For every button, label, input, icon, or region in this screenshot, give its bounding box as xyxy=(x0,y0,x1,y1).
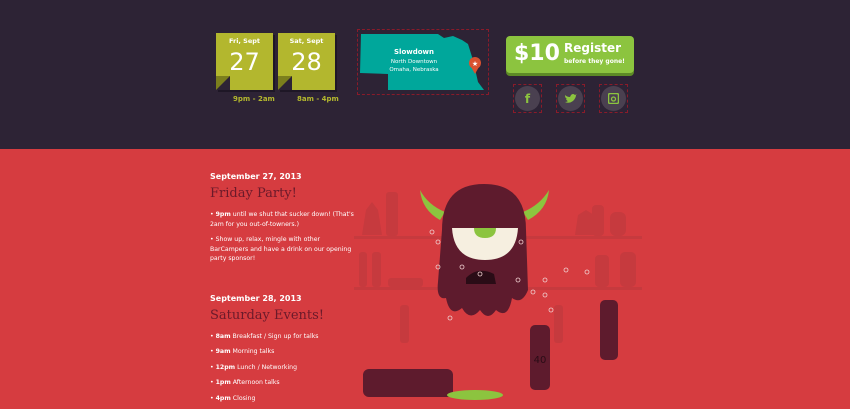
item-time: 8am xyxy=(215,332,231,340)
page-fold xyxy=(278,76,292,90)
monster-mouth xyxy=(466,270,496,284)
list-item: • 9am Morning talks xyxy=(210,348,275,355)
date-card-saturday: Sat, Sept 28 xyxy=(278,33,335,90)
list-item: • 1pm Afternoon talks xyxy=(210,379,280,386)
price: $10 xyxy=(514,41,560,66)
register-sub: before they gone! xyxy=(564,58,625,65)
item-text: Afternoon talks xyxy=(230,379,280,386)
item-time: 1pm xyxy=(215,379,231,386)
bubbles xyxy=(429,229,590,321)
header-band: Fri, Sept 27 Sat, Sept 28 9pm - 2am 8am … xyxy=(0,0,850,149)
schedule-day-1: September 27, 2013 Friday Party! • 9pm u… xyxy=(210,172,360,264)
schedule-date: September 27, 2013 xyxy=(210,172,302,181)
facebook-icon: f xyxy=(515,86,540,111)
item-text: Morning talks xyxy=(230,348,275,355)
schedule: September 27, 2013 Friday Party! • 9pm u… xyxy=(210,172,360,409)
venue-map[interactable]: ★ Slowdown North Downtown Omaha, Nebrask… xyxy=(357,29,489,95)
monster-eye xyxy=(452,228,518,260)
item-text: Closing xyxy=(230,394,256,402)
list-item: • 9pm until we shut that sucker down! (T… xyxy=(210,211,354,228)
item-text: Breakfast / Sign up for talks xyxy=(230,332,319,340)
item-time: 9am xyxy=(215,348,231,355)
item-time: 9pm xyxy=(215,211,231,218)
venue-name: Slowdown xyxy=(394,48,434,56)
bottle xyxy=(600,300,618,360)
date-day: Sat, Sept xyxy=(289,37,324,45)
monster-illustration: 40 xyxy=(354,184,642,400)
schedule-title: Saturday Events! xyxy=(210,307,325,323)
item-text: Lunch / Networking xyxy=(235,363,298,371)
spill xyxy=(447,390,503,400)
list-item: • 12pm Lunch / Networking xyxy=(210,363,298,371)
date-card-friday: Fri, Sept 27 xyxy=(216,33,273,90)
list-item: • 4pm Closing xyxy=(210,394,256,402)
fallen-bottle xyxy=(363,369,453,397)
time-saturday: 8am - 4pm xyxy=(297,95,339,103)
item-time: 4pm xyxy=(215,394,231,402)
item-text: until we shut that sucker down! (That's … xyxy=(210,211,354,228)
svg-text:★: ★ xyxy=(472,60,478,68)
time-friday: 9pm - 2am xyxy=(233,95,275,103)
monster-pupil xyxy=(474,228,496,238)
register-button[interactable]: $10 Register before they gone! xyxy=(506,36,634,73)
bottle-label: 40 xyxy=(534,355,547,366)
nebraska-map-icon: ★ xyxy=(360,34,484,90)
venue-line2: Omaha, Nebraska xyxy=(389,67,439,73)
instagram-button[interactable] xyxy=(599,84,628,113)
item-text: Show up, relax, mingle with other BarCam… xyxy=(210,236,352,262)
venue-line1: North Downtown xyxy=(390,59,438,65)
list-item: • 8am Breakfast / Sign up for talks xyxy=(210,332,319,340)
instagram-icon xyxy=(601,86,626,111)
facebook-button[interactable]: f xyxy=(513,84,542,113)
list-item: • Show up, relax, mingle with other BarC… xyxy=(210,236,352,262)
date-number: 28 xyxy=(291,48,322,76)
twitter-icon xyxy=(558,86,583,111)
left-horn xyxy=(420,190,445,220)
date-day: Fri, Sept xyxy=(228,37,261,45)
twitter-button[interactable] xyxy=(556,84,585,113)
date-number: 27 xyxy=(229,48,260,76)
schedule-date: September 28, 2013 xyxy=(210,293,302,303)
right-horn xyxy=(523,190,549,220)
item-time: 12pm xyxy=(215,363,236,371)
page-fold xyxy=(216,76,230,90)
schedule-title: Friday Party! xyxy=(210,186,297,201)
standing-bottle xyxy=(530,325,550,390)
register-label: Register xyxy=(564,41,622,55)
schedule-day-2: September 28, 2013 Saturday Events! • 8a… xyxy=(210,294,360,404)
